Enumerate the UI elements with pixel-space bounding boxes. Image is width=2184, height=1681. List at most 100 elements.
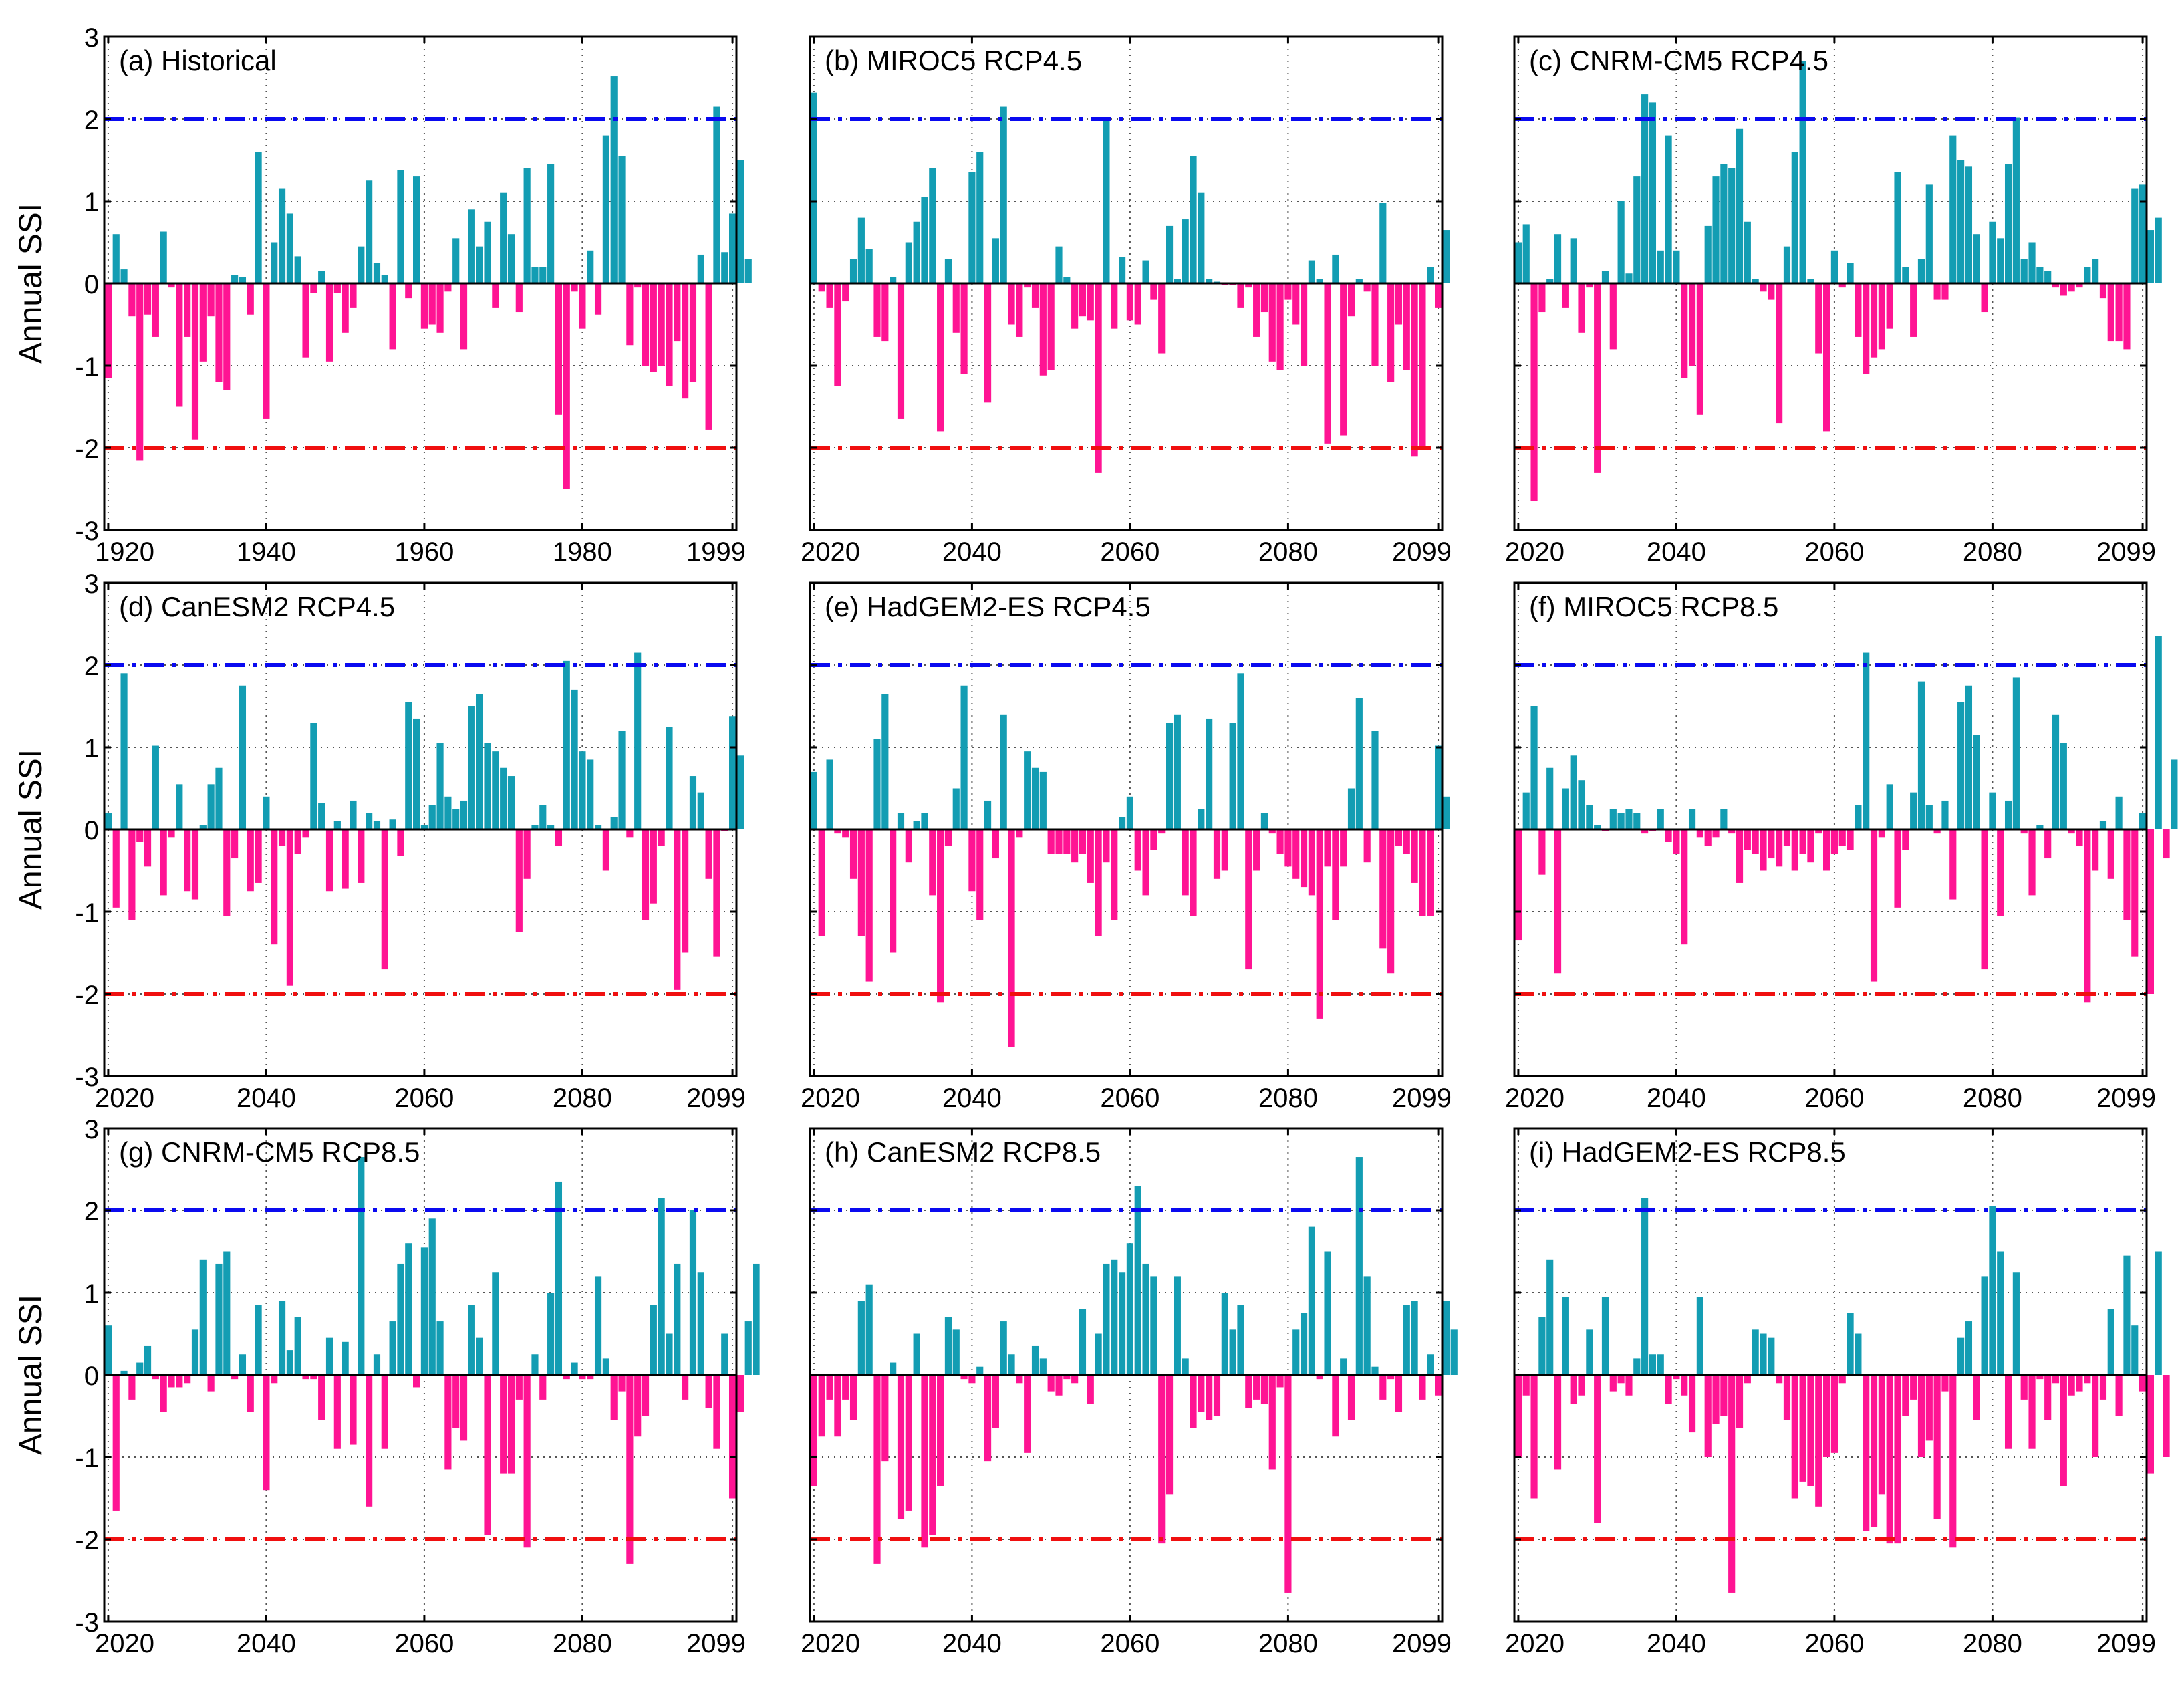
bar-2055 <box>1087 829 1094 883</box>
bar-1987 <box>634 283 642 288</box>
x-tick-label: 2060 <box>1100 1083 1159 1113</box>
bar-2038 <box>1657 809 1664 829</box>
bar-2062 <box>1847 1313 1854 1375</box>
bar-2086 <box>1332 1375 1339 1437</box>
bar-2092 <box>2084 829 2091 1003</box>
bar-2094 <box>1395 283 1403 325</box>
bar-2036 <box>1641 94 1649 283</box>
bar-2040 <box>1673 829 1680 854</box>
y-tick-label: 3 <box>84 1115 99 1144</box>
bar-2083 <box>602 829 609 871</box>
bar-2099 <box>2139 184 2147 283</box>
bar-1960 <box>420 283 428 329</box>
bar-2064 <box>1863 283 1870 374</box>
bar-2063 <box>444 1375 452 1470</box>
bar-2056 <box>1095 829 1102 936</box>
bar-2043 <box>286 829 293 986</box>
bar-2034 <box>921 813 928 829</box>
y-tick-label: -1 <box>75 898 99 928</box>
bar-2052 <box>1063 829 1071 854</box>
bar-2036 <box>1641 829 1649 834</box>
bar-2020 <box>810 92 817 283</box>
bar-2077 <box>1260 1375 1268 1404</box>
x-tick-label: 1960 <box>394 537 454 567</box>
bar-1978 <box>563 283 570 489</box>
bar-2084 <box>1316 279 1323 283</box>
bar-1961 <box>428 283 436 325</box>
bar-1979 <box>571 283 578 292</box>
bar-2081 <box>587 759 594 829</box>
bar-1967 <box>476 246 483 283</box>
bar-2096 <box>705 1375 712 1408</box>
bar-2079 <box>1981 283 1988 313</box>
x-tick-label: 1980 <box>553 537 612 567</box>
bar-2033 <box>1617 201 1625 283</box>
x-tick-label: 2040 <box>1647 537 1706 567</box>
bar-2051 <box>350 1375 357 1445</box>
bar-2093 <box>2092 259 2099 283</box>
bar-2042 <box>1688 283 1696 366</box>
bar-2062 <box>1142 260 1149 283</box>
bar-2083 <box>1308 1226 1315 1375</box>
bar-2028 <box>168 1375 175 1388</box>
bar-2055 <box>1087 283 1094 321</box>
bar-2031 <box>1601 271 1609 283</box>
bar-2028 <box>873 283 881 337</box>
bar-2058 <box>1111 829 1118 920</box>
bar-2082 <box>2004 1375 2012 1449</box>
bar-2039 <box>960 685 968 829</box>
bar-2091 <box>666 1333 673 1375</box>
bar-2042 <box>1688 1375 1696 1433</box>
bar-2071 <box>1213 829 1221 879</box>
bar-2085 <box>1324 283 1331 444</box>
bar-2039 <box>1665 1375 1672 1404</box>
bar-2072 <box>515 1375 523 1400</box>
bar-2080 <box>1989 1206 1996 1375</box>
bar-2056 <box>1799 1375 1806 1482</box>
bar-2083 <box>2012 677 2020 829</box>
bar-2062 <box>1142 1263 1149 1375</box>
bar-2028 <box>1578 283 1585 333</box>
bar-2071 <box>1917 681 1925 829</box>
bar-2066 <box>468 1305 475 1375</box>
bar-2029 <box>1586 1329 1593 1375</box>
bar-2032 <box>905 242 912 283</box>
bar-1986 <box>626 283 634 346</box>
x-tick-label: 2020 <box>801 1629 860 1658</box>
bar-2038 <box>247 1375 254 1412</box>
bar-2067 <box>476 694 483 829</box>
bar-1985 <box>618 156 626 283</box>
bar-2028 <box>873 739 881 829</box>
bar-1997 <box>713 106 720 284</box>
bar-2042 <box>1688 809 1696 829</box>
bar-2047 <box>318 1375 325 1420</box>
bar-2068 <box>1894 829 1901 908</box>
bar-2068 <box>1190 156 1197 283</box>
bar-2050 <box>1752 1329 1759 1375</box>
bar-2053 <box>366 813 373 829</box>
panel-7: -3 -2 -1 0 1 2 3 2020 2040 2060 2080 2099 (g) CNRM-C… <box>13 1115 760 1658</box>
x-tick-label: 2099 <box>2096 1083 2156 1113</box>
x-tick-label: 2040 <box>942 537 1002 567</box>
bar-2034 <box>215 1263 223 1375</box>
bar-2038 <box>1657 250 1664 283</box>
bar-1971 <box>507 234 515 283</box>
panel-title: (e) HadGEM2-ES RCP4.5 <box>825 591 1151 622</box>
bar-1950 <box>342 283 349 333</box>
bar-2024 <box>136 829 144 842</box>
bar-2048 <box>1031 1345 1039 1375</box>
bar-2077 <box>555 1181 563 1375</box>
bar-2031 <box>897 283 905 419</box>
bar-2056 <box>1095 283 1102 473</box>
bar-2071 <box>507 776 515 829</box>
x-tick-label: 1920 <box>95 537 154 567</box>
bar-2073 <box>1229 1329 1236 1375</box>
bar-2065 <box>1166 1375 1174 1495</box>
bar-2093 <box>1387 829 1395 974</box>
bar-2033 <box>913 1333 920 1375</box>
bar-2060 <box>1830 1375 1838 1453</box>
y-tick-label: 0 <box>84 1362 99 1391</box>
bar-2030 <box>184 829 191 892</box>
bar-2051 <box>1760 283 1767 292</box>
bar-2029 <box>176 1375 183 1388</box>
